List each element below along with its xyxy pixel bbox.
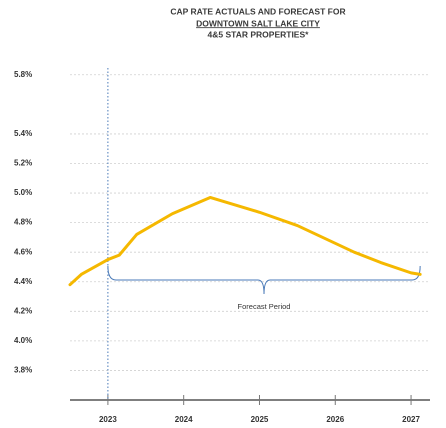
y-tick-label: 4.8%: [14, 218, 32, 227]
y-tick-label: 3.8%: [14, 366, 32, 375]
y-tick-label: 5.2%: [14, 159, 32, 168]
y-tick-label: 5.0%: [14, 188, 32, 197]
x-tick-label: 2024: [175, 415, 193, 424]
x-tick-label: 2023: [99, 415, 117, 424]
y-tick-label: 4.4%: [14, 277, 32, 286]
annotation: Forecast Period: [238, 302, 291, 311]
y-tick-label: 5.8%: [14, 70, 32, 79]
x-tick-label: 2026: [326, 415, 344, 424]
chart-title: CAP RATE ACTUALS AND FORECAST FOR: [170, 6, 345, 16]
chart-title: 4&5 STAR PROPERTIES*: [208, 29, 310, 39]
y-tick-label: 4.2%: [14, 306, 32, 315]
y-tick-label: 5.4%: [14, 129, 32, 138]
y-tick-label: 4.0%: [14, 336, 32, 345]
forecast-brace: [107, 265, 421, 295]
x-tick-label: 2025: [251, 415, 269, 424]
x-tick-label: 2027: [402, 415, 420, 424]
y-tick-label: 4.6%: [14, 247, 32, 256]
line-series: [68, 195, 422, 287]
chart-title: DOWNTOWN SALT LAKE CITY: [196, 18, 320, 28]
